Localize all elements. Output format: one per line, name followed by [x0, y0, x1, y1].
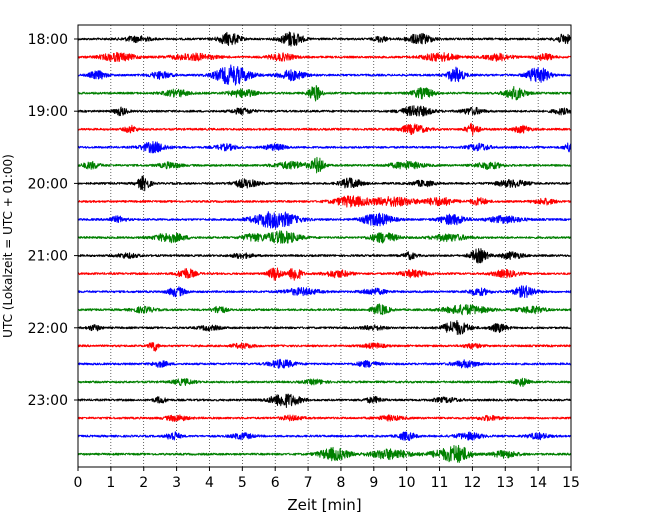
- plot-frame: [77, 24, 572, 468]
- trace-line: [77, 51, 572, 63]
- x-tick-label: 11: [431, 475, 449, 491]
- trace-line: [77, 64, 572, 86]
- trace-line: [77, 31, 572, 47]
- x-tick-label: 4: [205, 475, 214, 491]
- y-tick-label: 20:00: [28, 176, 68, 192]
- x-tick-label: 14: [529, 475, 547, 491]
- trace-line: [77, 358, 572, 369]
- x-tick-label: 12: [463, 475, 481, 491]
- x-tick-label: 5: [238, 475, 247, 491]
- x-tick-label: 6: [271, 475, 280, 491]
- y-tick-label: 19:00: [28, 104, 68, 120]
- y-axis: 18:00 19:00 20:00 21:00 22:00 23:00: [28, 32, 78, 409]
- x-tick-label: 13: [496, 475, 514, 491]
- x-tick-label: 0: [74, 475, 83, 491]
- trace-line: [77, 285, 572, 298]
- trace-line: [77, 267, 572, 281]
- x-tick-label: 8: [336, 475, 345, 491]
- trace-line: [77, 195, 572, 208]
- trace-line: [77, 303, 572, 316]
- trace-line: [77, 105, 572, 117]
- x-tick-label: 3: [172, 475, 181, 491]
- x-tick-label: 7: [304, 475, 313, 491]
- trace-line: [77, 377, 572, 388]
- y-tick-label: 18:00: [28, 32, 68, 48]
- y-tick-label: 21:00: [28, 249, 68, 265]
- y-tick-label: 22:00: [28, 321, 68, 337]
- trace-line: [77, 211, 572, 229]
- trace-line: [77, 230, 572, 244]
- x-tick-label: 1: [106, 475, 115, 491]
- trace-line: [77, 85, 572, 102]
- x-axis-label: Zeit [min]: [287, 496, 361, 514]
- trace-line: [77, 175, 572, 192]
- trace-line: [77, 431, 572, 442]
- x-tick-label: 15: [562, 475, 580, 491]
- x-axis: 0 1 2 3 4 5 6 7 8 9 10 11 12 13 14 15: [74, 467, 580, 491]
- trace-layer: [77, 31, 572, 463]
- y-tick-label: 23:00: [28, 393, 68, 409]
- trace-line: [77, 342, 572, 352]
- x-tick-label: 2: [139, 475, 148, 491]
- trace-line: [77, 156, 572, 174]
- x-tick-label: 9: [369, 475, 378, 491]
- trace-line: [77, 320, 572, 335]
- trace-line: [77, 444, 572, 463]
- y-axis-label: UTC (Lokalzeit = UTC + 01:00): [1, 154, 15, 338]
- trace-line: [77, 141, 572, 154]
- trace-line: [77, 122, 572, 136]
- x-tick-label: 10: [398, 475, 416, 491]
- trace-line: [77, 414, 572, 422]
- trace-line: [77, 248, 572, 264]
- trace-line: [77, 393, 572, 409]
